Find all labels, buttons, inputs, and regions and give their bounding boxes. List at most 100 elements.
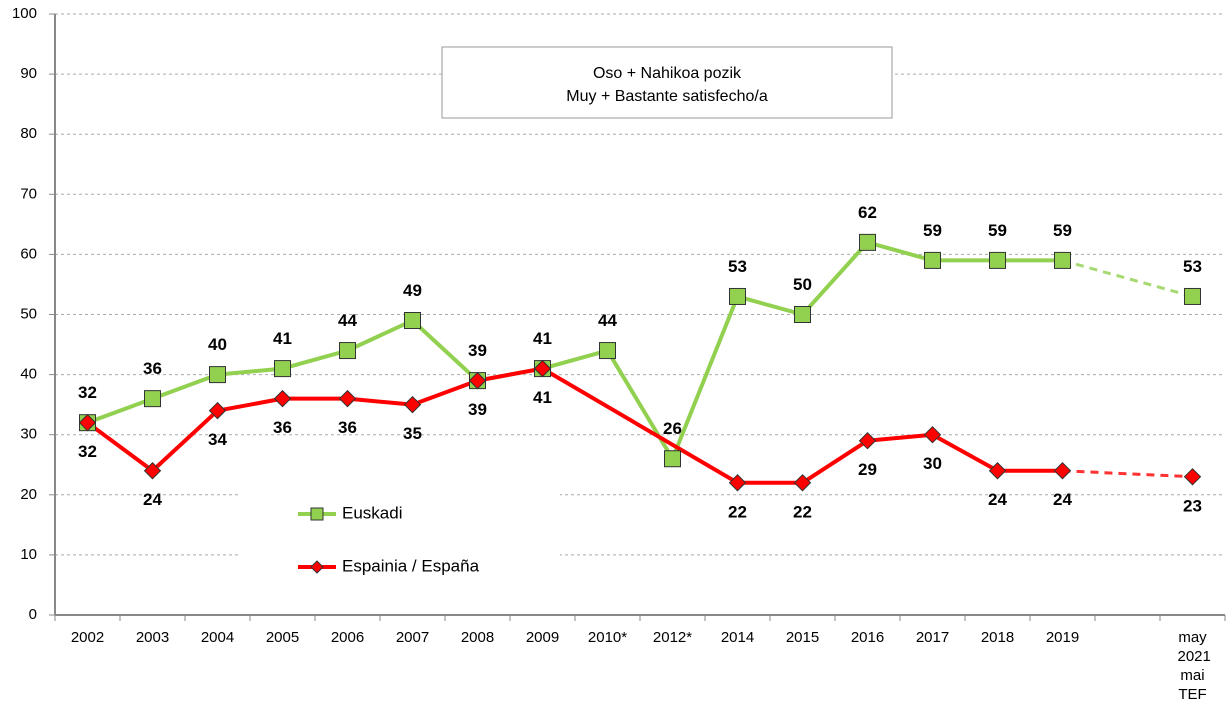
data-label: 30 bbox=[923, 454, 942, 473]
marker bbox=[1053, 462, 1072, 480]
x-tick-label: 2012* bbox=[652, 629, 693, 646]
x-tick-label: 2002 bbox=[70, 629, 105, 646]
data-label: 40 bbox=[208, 335, 227, 354]
y-tick-label: 90 bbox=[20, 65, 37, 82]
line bbox=[86, 240, 1063, 461]
marker bbox=[468, 371, 487, 390]
x-tick-label: 2007 bbox=[395, 629, 430, 646]
marker bbox=[989, 251, 1006, 269]
data-label: 41 bbox=[533, 329, 552, 348]
legend-box bbox=[238, 492, 560, 584]
data-label: 41 bbox=[533, 388, 552, 407]
data-label: 24 bbox=[988, 490, 1007, 509]
dashed-connector bbox=[1062, 469, 1193, 479]
data-label: 53 bbox=[728, 257, 747, 276]
marker bbox=[923, 425, 942, 444]
chart-subtitle: Muy + Bastante satisfecho/a bbox=[566, 88, 768, 105]
marker bbox=[338, 389, 357, 408]
marker bbox=[78, 413, 97, 432]
x-tick-label: 2004 bbox=[200, 629, 235, 646]
x-tick-label: 2014 bbox=[720, 629, 755, 646]
x-tick-label: 2003 bbox=[135, 629, 170, 646]
x-tick-label: 2016 bbox=[850, 629, 885, 646]
data-label: 49 bbox=[403, 281, 422, 300]
marker bbox=[793, 474, 812, 492]
marker bbox=[858, 432, 877, 450]
data-label: 26 bbox=[663, 419, 682, 438]
dashed-connector bbox=[1062, 258, 1193, 298]
data-label: 22 bbox=[728, 502, 747, 521]
marker bbox=[274, 360, 291, 378]
data-label: 36 bbox=[143, 359, 162, 378]
legend-label: Euskadi bbox=[342, 503, 402, 522]
marker bbox=[729, 287, 746, 305]
y-tick-label: 50 bbox=[20, 305, 37, 322]
data-label: 44 bbox=[338, 311, 357, 330]
marker bbox=[859, 233, 876, 251]
marker bbox=[988, 462, 1007, 480]
marker bbox=[209, 366, 226, 384]
marker bbox=[924, 251, 941, 269]
data-label: 39 bbox=[468, 400, 487, 419]
y-tick-label: 40 bbox=[20, 366, 37, 383]
x-tick-label: 2018 bbox=[980, 629, 1015, 646]
data-label: 39 bbox=[468, 341, 487, 360]
data-label: 59 bbox=[988, 221, 1007, 240]
marker bbox=[794, 306, 811, 323]
data-label: 22 bbox=[793, 502, 812, 521]
marker bbox=[404, 312, 421, 330]
x-tick-label: 2006 bbox=[330, 629, 365, 646]
marker bbox=[1184, 287, 1201, 305]
title-box bbox=[441, 46, 893, 119]
data-label: 59 bbox=[1053, 221, 1072, 240]
data-label: 62 bbox=[858, 203, 877, 222]
marker bbox=[728, 474, 747, 492]
y-tick-label: 70 bbox=[20, 185, 37, 202]
marker bbox=[403, 395, 422, 414]
data-label: 44 bbox=[598, 311, 617, 330]
marker bbox=[144, 390, 161, 408]
y-tick-label: 100 bbox=[12, 5, 37, 22]
x-tick-label: 2005 bbox=[265, 629, 300, 646]
y-tick-label: 20 bbox=[20, 486, 37, 503]
data-label: 29 bbox=[858, 460, 877, 479]
x-tick-label: may 2021 mai TEF bbox=[1177, 629, 1211, 703]
data-label: 23 bbox=[1183, 496, 1202, 515]
data-label: 53 bbox=[1183, 257, 1202, 276]
y-tick-label: 60 bbox=[20, 245, 37, 262]
legend-marker bbox=[310, 507, 324, 521]
data-label: 50 bbox=[793, 275, 812, 294]
data-label: 41 bbox=[273, 329, 292, 348]
line bbox=[86, 366, 1063, 485]
marker bbox=[599, 342, 616, 360]
data-label: 59 bbox=[923, 221, 942, 240]
marker bbox=[1054, 251, 1071, 269]
legend-marker bbox=[310, 560, 324, 574]
data-label: 34 bbox=[208, 430, 227, 449]
data-label: 36 bbox=[338, 418, 357, 437]
marker bbox=[1183, 468, 1202, 486]
x-tick-label: 2008 bbox=[460, 629, 495, 646]
x-tick-label: 2015 bbox=[785, 629, 820, 646]
x-tick-label: 2010* bbox=[587, 629, 628, 646]
y-tick-label: 80 bbox=[20, 125, 37, 142]
y-tick-label: 30 bbox=[20, 426, 37, 443]
marker bbox=[664, 450, 681, 468]
marker bbox=[273, 389, 292, 408]
data-label: 32 bbox=[78, 383, 97, 402]
marker bbox=[208, 401, 227, 420]
y-tick-label: 0 bbox=[29, 606, 37, 623]
data-label: 35 bbox=[403, 424, 422, 443]
data-label: 24 bbox=[143, 490, 162, 509]
data-label: 36 bbox=[273, 418, 292, 437]
x-tick-label: 2019 bbox=[1045, 629, 1080, 646]
legend-label: Espainia / España bbox=[342, 556, 480, 575]
y-tick-label: 10 bbox=[20, 546, 37, 563]
x-tick-label: 2009 bbox=[525, 629, 560, 646]
x-tick-label: 2017 bbox=[915, 629, 950, 646]
marker bbox=[143, 462, 162, 480]
chart-title: Oso + Nahikoa pozik bbox=[593, 65, 742, 82]
data-label: 32 bbox=[78, 442, 97, 461]
